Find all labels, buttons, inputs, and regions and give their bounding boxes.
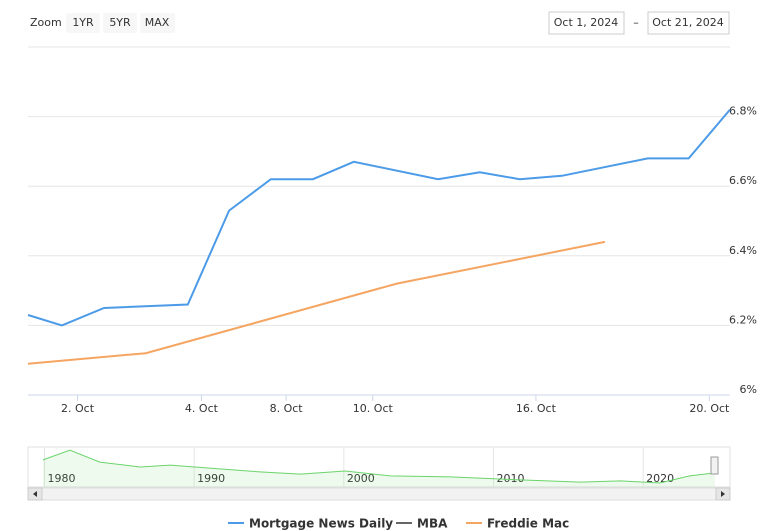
navigator-tick-label: 2020 xyxy=(646,472,674,485)
legend-label: Freddie Mac xyxy=(487,517,569,531)
legend: Mortgage News Daily MBA Freddie Mac xyxy=(228,517,569,531)
series-line xyxy=(27,240,606,365)
navigator-area xyxy=(43,450,715,487)
zoom-button[interactable]: 1YR xyxy=(72,16,94,29)
zoom-button[interactable]: MAX xyxy=(145,16,170,29)
x-tick-label: 20. Oct xyxy=(689,402,730,415)
x-tick-label: 8. Oct xyxy=(270,402,304,415)
y-tick-label: 6.2% xyxy=(729,313,757,326)
date-from[interactable]: Oct 1, 2024 xyxy=(554,16,619,29)
y-tick-label: 6% xyxy=(740,383,757,396)
y-tick-label: 6.6% xyxy=(729,174,757,187)
range-separator: – xyxy=(633,16,639,29)
legend-label: Mortgage News Daily xyxy=(249,517,393,531)
navigator-tick-label: 2010 xyxy=(497,472,525,485)
x-tick-label: 10. Oct xyxy=(353,402,394,415)
scrollbar-track[interactable] xyxy=(27,487,731,501)
date-input-box[interactable] xyxy=(647,11,730,35)
scrollbar-arrow xyxy=(721,491,725,497)
zoom-button[interactable]: 5YR xyxy=(109,16,131,29)
scrollbar-arrow xyxy=(33,491,37,497)
navigator-tick-label: 2000 xyxy=(347,472,375,485)
main-chart: 6% 6.2% 6.4% 6.6% 6.8% 2. Oct 4. Oct 8. Oct 10. … xyxy=(27,105,757,415)
legend-label: MBA xyxy=(417,517,448,531)
navigator-line xyxy=(42,449,716,484)
x-tick-label: 2. Oct xyxy=(61,402,95,415)
date-input-box[interactable] xyxy=(548,11,625,35)
date-to[interactable]: Oct 21, 2024 xyxy=(652,16,724,29)
x-tick-label: 4. Oct xyxy=(185,402,219,415)
zoom-label: Zoom xyxy=(30,16,62,29)
navigator: 1980 1990 2000 2010 2020 xyxy=(42,447,716,487)
zoom-button-bg[interactable] xyxy=(140,13,175,33)
x-tick-label: 16. Oct xyxy=(516,402,557,415)
zoom-button-bg[interactable] xyxy=(66,13,100,33)
navigator-tick-label: 1980 xyxy=(47,472,75,485)
zoom-button-bg[interactable] xyxy=(103,13,137,33)
y-tick-label: 6.8% xyxy=(729,105,757,118)
navigator-tick-label: 1990 xyxy=(197,472,225,485)
series-line xyxy=(27,108,731,327)
y-tick-label: 6.4% xyxy=(729,244,757,257)
navigator-handle[interactable] xyxy=(710,456,719,475)
